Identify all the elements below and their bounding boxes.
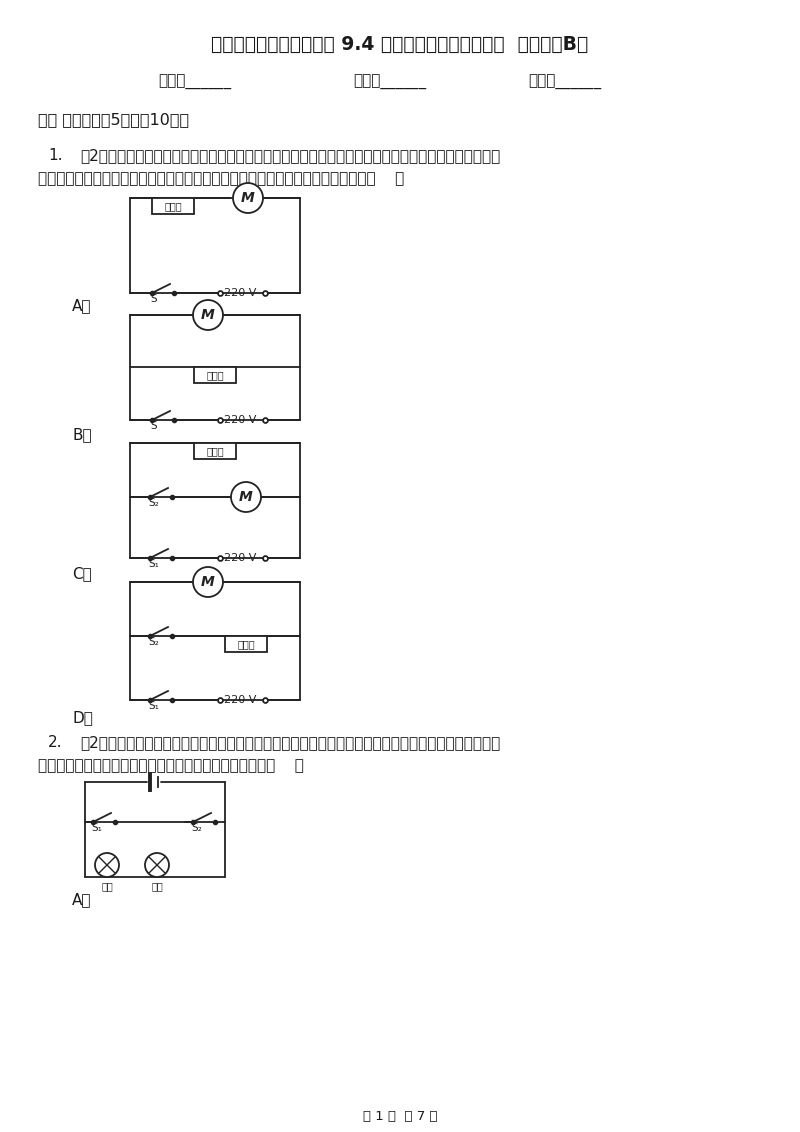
Text: S: S [150,294,157,305]
Text: S₁: S₁ [148,559,159,569]
Bar [194,443,236,458]
Text: C．: C． [72,566,92,581]
Text: 一、 单选题（共5题；共10分）: 一、 单选题（共5题；共10分） [38,112,189,127]
Text: 电热丝: 电热丝 [237,638,255,649]
Text: S₂: S₂ [148,498,158,508]
Text: B．: B． [72,427,92,441]
Bar [152,198,194,214]
Circle shape [95,854,119,877]
Text: 220 V: 220 V [224,415,256,424]
Circle shape [193,567,223,597]
Text: M: M [239,490,253,504]
Circle shape [145,854,169,877]
Text: S₁: S₁ [148,701,159,711]
Text: 220 V: 220 V [224,695,256,705]
Text: 电热丝: 电热丝 [206,370,224,380]
Text: M: M [201,575,215,589]
Bar [225,636,267,652]
Text: 绿灯: 绿灯 [151,881,163,891]
Text: 电热丝: 电热丝 [164,201,182,211]
Text: M: M [201,308,215,321]
Text: 作时，电热丝不能发热；电热丝不发热时，电动机仍能工作．电路中符合要求的是（    ）: 作时，电热丝不能发热；电热丝不发热时，电动机仍能工作．电路中符合要求的是（ ） [38,171,404,186]
Text: S₁: S₁ [91,823,102,833]
Text: 1.: 1. [48,148,62,163]
Text: 红灯: 红灯 [101,881,113,891]
Text: 220 V: 220 V [224,288,256,298]
Bar [194,367,236,383]
Text: （2分）现代社会倡导文明出行，某班同学对十字路口人行横道的红、绿交通信号灯进行了观察，画出了: （2分）现代社会倡导文明出行，某班同学对十字路口人行横道的红、绿交通信号灯进行了… [80,735,500,751]
Text: A．: A． [72,298,91,314]
Text: 如图所示的控制人行红、绿灯的电路图，你认为可行的是（    ）: 如图所示的控制人行红、绿灯的电路图，你认为可行的是（ ） [38,758,304,773]
Text: 班级：______: 班级：______ [354,75,426,91]
Text: D．: D． [72,710,93,724]
Circle shape [193,300,223,331]
Text: M: M [241,191,255,205]
Text: S₂: S₂ [148,637,158,648]
Circle shape [231,482,261,512]
Text: 教科版物理九年级下学期 9.4 家庭生活自动化、智能化  同步练习B卷: 教科版物理九年级下学期 9.4 家庭生活自动化、智能化 同步练习B卷 [211,35,589,54]
Text: A．: A． [72,892,91,907]
Text: （2分）家用电吹风由带扇叶的电动机和电热丝等组成。为了保证电吹风的安全使用，要求：电动机不工: （2分）家用电吹风由带扇叶的电动机和电热丝等组成。为了保证电吹风的安全使用，要求… [80,148,500,163]
Text: 电热丝: 电热丝 [206,446,224,456]
Text: 成绩：______: 成绩：______ [529,75,602,91]
Text: S₂: S₂ [191,823,202,833]
Text: S: S [150,421,157,431]
Text: 第 1 页  共 7 页: 第 1 页 共 7 页 [362,1110,438,1123]
Circle shape [233,183,263,213]
Text: 220 V: 220 V [224,554,256,563]
Text: 2.: 2. [48,735,62,751]
Text: 姓名：______: 姓名：______ [158,75,231,91]
